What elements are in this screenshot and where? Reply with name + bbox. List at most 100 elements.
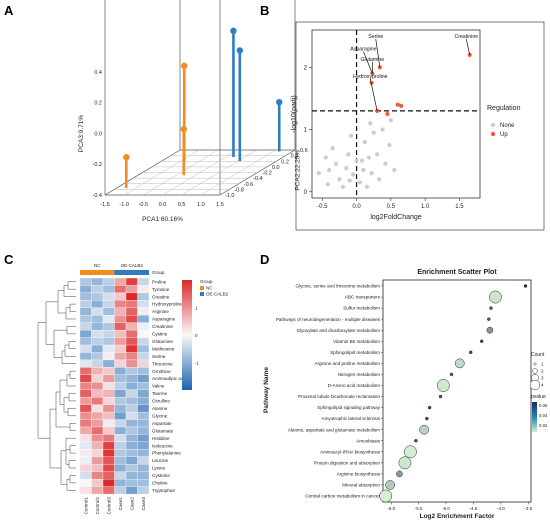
heatmap-cell <box>114 344 127 353</box>
heatmap-cell <box>125 397 138 405</box>
heatmap-cell <box>91 285 104 294</box>
heatmap-cell <box>91 307 104 316</box>
heatmap-cell <box>137 404 150 413</box>
heatmap-cell <box>79 486 92 495</box>
heatmap-cell <box>114 285 127 294</box>
pca-z-tick-label: -0.2 <box>93 162 102 168</box>
heatmap-cell <box>114 456 127 465</box>
heatmap-cell <box>79 456 92 465</box>
heatmap-cell <box>137 464 150 472</box>
volcano-legend-label: Up <box>500 132 508 138</box>
heatmap-cell <box>125 456 138 465</box>
heatmap-cell <box>137 359 150 368</box>
panel-label-a: A <box>4 3 14 18</box>
volcano-point-none <box>364 184 369 189</box>
volcano-y-tick-label: 2 <box>304 65 308 71</box>
heatmap-cell <box>137 449 150 457</box>
pca-y-tick-label: -0.8 <box>234 187 243 193</box>
heatmap-row-label: Citrulline <box>152 399 170 404</box>
enrichment-bubble <box>436 379 450 392</box>
enrichment-count-legend-label: 4 <box>541 383 544 388</box>
heatmap-cell <box>125 419 138 428</box>
heatmap-row-label: Proline <box>152 279 167 284</box>
heatmap-cell <box>125 315 138 323</box>
pca-y-tick-label: 0.4 <box>291 154 299 160</box>
heatmap-cell <box>79 367 92 375</box>
enrichment-pathway-label: Central carbon metabolism in cancer <box>305 494 380 499</box>
pca-z-tick-label: 0.2 <box>94 101 102 107</box>
heatmap-cell <box>102 367 115 375</box>
heatmap-cell <box>125 411 138 420</box>
enrichment-y-axis-label: Pathway Name <box>263 367 270 413</box>
heatmap-row-label: Cysteine <box>152 473 170 478</box>
heatmap-row-label: Valine <box>152 384 165 389</box>
volcano-point-none <box>366 155 372 160</box>
heatmap-row-label: Serine <box>152 354 166 359</box>
heatmap-cell <box>102 292 115 301</box>
volcano-point-none <box>323 155 328 160</box>
heatmap-cell <box>114 307 127 316</box>
heatmap-legend-group-title: Group <box>200 279 213 284</box>
volcano-point-label: Glutamine <box>361 57 385 63</box>
heatmap-cell <box>137 382 150 390</box>
heatmap-cell <box>137 478 150 487</box>
enrichment-count-legend-label: 3 <box>541 376 544 381</box>
heatmap-cell <box>114 464 127 472</box>
heatmap-cell <box>102 300 115 308</box>
enrichment-bubble <box>487 317 491 321</box>
pca-point <box>276 98 283 106</box>
enrichment-x-tick-label: -5.0 <box>442 506 450 511</box>
volcano-point-none <box>371 130 376 135</box>
heatmap-cell <box>79 359 92 368</box>
volcano-point-none <box>368 121 373 126</box>
heatmap-cell <box>79 449 92 457</box>
heatmap-cell <box>125 307 138 316</box>
heatmap-cell <box>79 329 92 338</box>
heatmap-cell <box>137 352 150 361</box>
heatmap-cell <box>114 449 127 457</box>
heatmap-cell <box>137 374 150 383</box>
heatmap-cell <box>137 292 150 301</box>
heatmap-row-label: Hydroxyproline <box>152 302 183 307</box>
pca-y-tick-label: 0.0 <box>272 165 280 171</box>
heatmap-cell <box>125 471 138 480</box>
heatmap-cell <box>91 367 104 375</box>
enrichment-pathway-label: Proximal tubule bicarbonate reclamation <box>298 394 380 399</box>
heatmap-cell <box>125 322 138 331</box>
heatmap-row-label: Aminoadipic acid <box>152 376 187 381</box>
volcano-point-none <box>354 158 359 163</box>
pca-z-tick-label: 0.0 <box>94 131 102 137</box>
heatmap-cell <box>125 382 138 390</box>
heatmap-cell <box>137 322 150 331</box>
heatmap-cell <box>91 434 104 443</box>
enrichment-bubble <box>454 358 465 369</box>
enrichment-x-tick-label: -4.0 <box>497 506 505 511</box>
heatmap-cell <box>125 292 138 301</box>
enrichment-pvalue-scale <box>532 402 537 432</box>
heatmap-cell <box>137 471 150 480</box>
pca-x-tick-label: 1.5 <box>216 202 224 208</box>
heatmap-cell <box>91 292 104 301</box>
volcano-x-tick-label: 0.5 <box>387 204 396 210</box>
heatmap-cell <box>114 441 127 450</box>
pca-x-tick-label: 0.0 <box>159 202 167 208</box>
volcano-label-connector <box>375 39 381 68</box>
volcano-point-none <box>375 152 380 157</box>
heatmap-cell <box>137 426 150 435</box>
heatmap-cell <box>79 404 92 413</box>
heatmap-cell <box>125 352 138 361</box>
enrichment-bubble <box>379 489 393 503</box>
volcano-point-none <box>361 167 366 173</box>
heatmap-cell <box>79 322 92 331</box>
heatmap-cell <box>125 389 138 398</box>
heatmap-cell <box>102 464 115 472</box>
heatmap-cell <box>102 344 115 353</box>
heatmap-cell <box>125 464 138 472</box>
heatmap-cell <box>114 315 127 323</box>
heatmap-cell <box>102 456 115 465</box>
enrichment-pathway-label: Aminoacyl-tRNA biosynthesis <box>320 449 381 454</box>
enrichment-bubble <box>404 445 417 459</box>
enrichment-count-legend-swatch <box>532 368 538 374</box>
heatmap-cell <box>102 359 115 368</box>
heatmap-cell <box>102 315 115 323</box>
